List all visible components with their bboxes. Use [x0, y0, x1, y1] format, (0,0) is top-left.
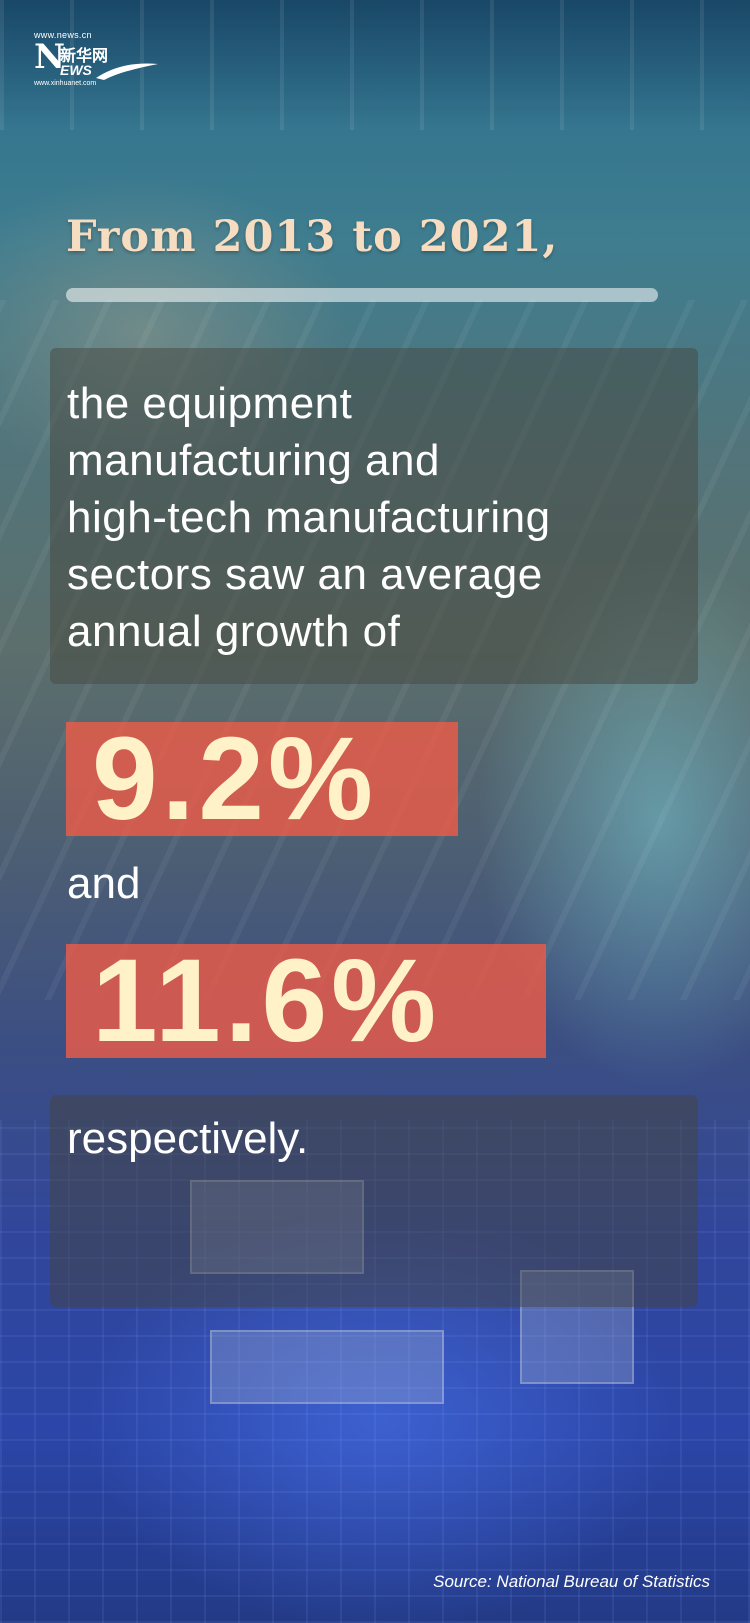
body-line: sectors saw an average	[67, 550, 543, 599]
logo-chinese-name: 新华网	[60, 48, 109, 65]
logo-swoosh-icon	[96, 63, 158, 80]
stat-equipment-growth: 9.2%	[66, 720, 458, 838]
body-line: the equipment	[67, 379, 353, 428]
logo-mark-suffix: EWS	[60, 62, 92, 78]
text-panel-bottom	[50, 1095, 698, 1307]
body-text: the equipment manufacturing and high-tec…	[67, 375, 687, 660]
chip-shape	[210, 1330, 444, 1404]
logo-mark-letter: N	[34, 37, 66, 77]
text-panel-top	[50, 348, 698, 684]
logo-sub-text: www.xinhuanet.com	[34, 80, 97, 87]
logo-url-text: www.news.cn	[34, 30, 92, 40]
headline-divider	[66, 288, 658, 302]
body-line: high-tech manufacturing	[67, 493, 551, 542]
stat-connector: and	[67, 859, 141, 908]
headline: From 2013 to 2021,	[66, 212, 559, 262]
body-line: annual growth of	[67, 607, 401, 656]
closing-text: respectively.	[67, 1114, 309, 1163]
source-credit: Source: National Bureau of Statistics	[433, 1572, 710, 1591]
body-line: manufacturing and	[67, 436, 440, 485]
stat-hightech-growth: 11.6%	[66, 942, 546, 1060]
xinhua-logo: www.news.cn N 新华网 EWS www.xinhuanet.com	[34, 30, 158, 92]
